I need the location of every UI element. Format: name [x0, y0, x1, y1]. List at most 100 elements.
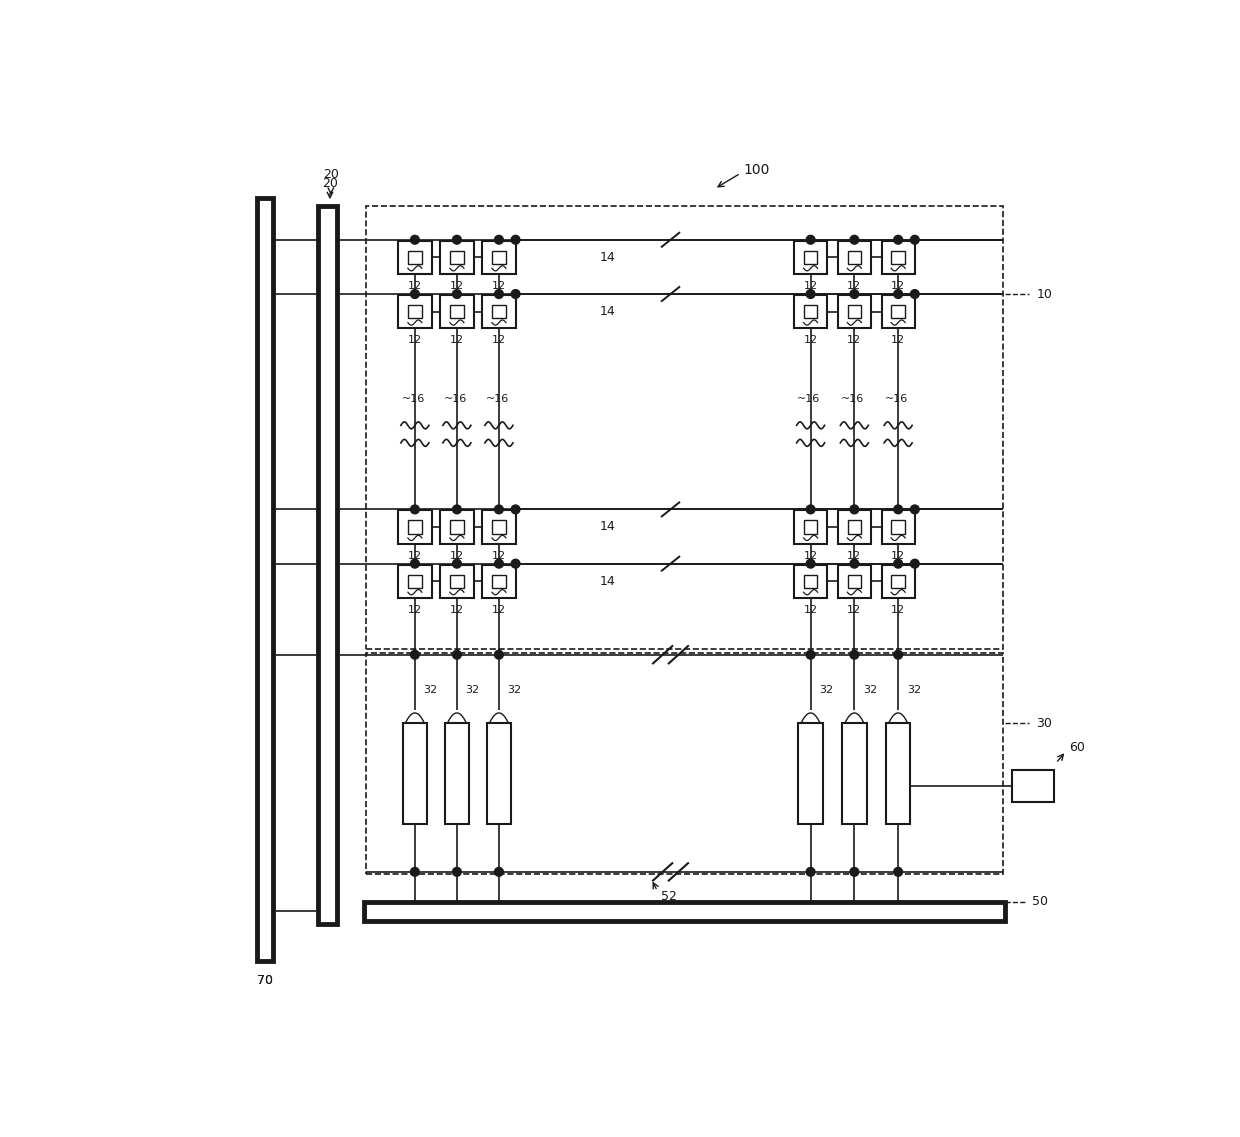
Text: 20: 20: [322, 177, 337, 190]
Bar: [799, 723, 823, 824]
Circle shape: [910, 559, 919, 568]
Circle shape: [495, 290, 503, 298]
Bar: [804, 305, 817, 318]
Circle shape: [910, 290, 919, 298]
Text: 12: 12: [492, 550, 506, 561]
Text: ~16: ~16: [797, 395, 821, 404]
Bar: [317, 207, 337, 924]
Bar: [445, 723, 469, 824]
Text: 12: 12: [847, 335, 862, 346]
Bar: [794, 294, 827, 329]
Circle shape: [453, 559, 461, 568]
Circle shape: [910, 505, 919, 514]
Bar: [257, 198, 273, 961]
Bar: [892, 250, 905, 264]
Bar: [794, 511, 827, 543]
Bar: [492, 574, 506, 588]
Bar: [398, 294, 432, 329]
Bar: [440, 294, 474, 329]
Text: 14: 14: [600, 521, 615, 533]
Circle shape: [453, 868, 461, 877]
Circle shape: [453, 235, 461, 244]
Text: 12: 12: [804, 335, 817, 346]
Bar: [408, 521, 422, 533]
Bar: [408, 574, 422, 588]
Text: 12: 12: [492, 605, 506, 615]
Bar: [492, 521, 506, 533]
Text: 12: 12: [892, 605, 905, 615]
Text: 12: 12: [892, 550, 905, 561]
Circle shape: [849, 559, 859, 568]
Bar: [838, 565, 870, 598]
Bar: [848, 305, 861, 318]
Text: 14: 14: [600, 251, 615, 264]
Bar: [892, 521, 905, 533]
Bar: [892, 305, 905, 318]
Bar: [398, 565, 432, 598]
Text: 70: 70: [257, 974, 273, 987]
Bar: [848, 574, 861, 588]
Text: 12: 12: [804, 605, 817, 615]
Circle shape: [894, 650, 903, 659]
Circle shape: [410, 290, 419, 298]
Text: 12: 12: [847, 550, 862, 561]
Bar: [842, 723, 867, 824]
Circle shape: [453, 290, 461, 298]
Text: 12: 12: [492, 335, 506, 346]
Bar: [882, 511, 915, 543]
Bar: [804, 521, 817, 533]
Text: 10: 10: [1037, 288, 1053, 300]
Circle shape: [849, 290, 859, 298]
Text: 12: 12: [847, 281, 862, 291]
Bar: [486, 723, 511, 824]
Text: 12: 12: [450, 550, 464, 561]
Bar: [882, 565, 915, 598]
Text: 32: 32: [424, 686, 438, 695]
Text: 50: 50: [1032, 895, 1048, 908]
Bar: [365, 902, 1004, 921]
Text: 12: 12: [892, 335, 905, 346]
Text: 12: 12: [492, 281, 506, 291]
Circle shape: [410, 505, 419, 514]
Circle shape: [806, 505, 815, 514]
Text: 12: 12: [408, 335, 422, 346]
Circle shape: [806, 235, 815, 244]
Circle shape: [894, 505, 903, 514]
Text: 32: 32: [863, 686, 877, 695]
Bar: [885, 723, 910, 824]
Bar: [440, 241, 474, 274]
Text: 12: 12: [804, 281, 817, 291]
Bar: [440, 511, 474, 543]
Bar: [398, 241, 432, 274]
Text: ~16: ~16: [444, 395, 466, 404]
Bar: [882, 241, 915, 274]
Bar: [892, 574, 905, 588]
Bar: [838, 294, 870, 329]
Circle shape: [894, 559, 903, 568]
Circle shape: [894, 868, 903, 877]
Bar: [450, 574, 464, 588]
Text: 70: 70: [257, 974, 273, 987]
Text: 12: 12: [892, 281, 905, 291]
Bar: [838, 241, 870, 274]
Bar: [482, 565, 516, 598]
Bar: [482, 294, 516, 329]
Bar: [804, 250, 817, 264]
Bar: [838, 511, 870, 543]
Bar: [398, 511, 432, 543]
Text: 14: 14: [600, 574, 615, 588]
Circle shape: [410, 235, 419, 244]
Bar: [450, 305, 464, 318]
Text: 60: 60: [1069, 741, 1085, 754]
Circle shape: [806, 290, 815, 298]
Circle shape: [511, 235, 520, 244]
Circle shape: [894, 235, 903, 244]
Circle shape: [410, 650, 419, 659]
Circle shape: [849, 505, 859, 514]
Text: 32: 32: [820, 686, 833, 695]
Text: ~16: ~16: [841, 395, 864, 404]
Circle shape: [849, 650, 859, 659]
Text: 30: 30: [1037, 716, 1053, 730]
Text: 12: 12: [408, 281, 422, 291]
Bar: [450, 250, 464, 264]
